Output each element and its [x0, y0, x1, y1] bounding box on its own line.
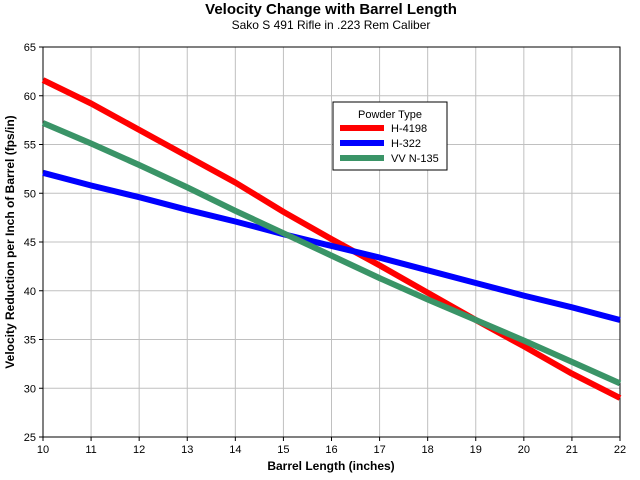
y-tick-label: 25 — [24, 432, 36, 444]
x-axis-label: Barrel Length (inches) — [267, 459, 394, 473]
x-tick-label: 21 — [566, 444, 578, 456]
y-tick-label: 35 — [24, 335, 36, 347]
x-tick-label: 15 — [277, 444, 289, 456]
legend-label-vv-n-135: VV N-135 — [391, 153, 439, 165]
y-tick-label: 65 — [24, 42, 36, 54]
x-tick-label: 10 — [37, 444, 49, 456]
y-tick-label: 30 — [24, 383, 36, 395]
y-tick-label: 40 — [24, 286, 36, 298]
x-tick-label: 19 — [470, 444, 482, 456]
y-tick-label: 60 — [24, 91, 36, 103]
x-tick-label: 16 — [325, 444, 337, 456]
series-line-h-4198 — [41, 77, 622, 401]
y-tick-label: 50 — [24, 188, 36, 200]
y-tick-label: 55 — [24, 140, 36, 152]
x-tick-label: 17 — [373, 444, 385, 456]
series-lines — [41, 77, 622, 401]
x-tick-label: 18 — [422, 444, 434, 456]
legend-label-h-4198: H-4198 — [391, 123, 427, 135]
series-line-vv-n-135 — [41, 120, 622, 387]
y-tick-label: 45 — [24, 237, 36, 249]
chart-title: Velocity Change with Barrel Length — [205, 1, 457, 18]
chart-subtitle: Sako S 491 Rifle in .223 Rem Caliber — [232, 18, 431, 32]
legend-title: Powder Type — [358, 109, 422, 121]
x-tick-label: 14 — [229, 444, 241, 456]
x-tick-label: 12 — [133, 444, 145, 456]
y-axis-label: Velocity Reduction per Inch of Barrel (f… — [3, 115, 17, 368]
legend-entries: H-4198 H-322 VV N-135 — [340, 123, 439, 165]
series-line-h-322 — [42, 169, 621, 323]
legend: Powder Type H-4198 H-322 VV N-135 — [332, 101, 448, 171]
x-tick-label: 13 — [181, 444, 193, 456]
x-tick-label: 11 — [85, 444, 96, 456]
axis-ticks: 10 11 12 13 14 15 16 17 18 19 20 21 22 25 30 35 40 45 50 55… — [24, 42, 626, 456]
x-tick-label: 22 — [614, 444, 626, 456]
x-tick-label: 20 — [518, 444, 530, 456]
legend-label-h-322: H-322 — [391, 138, 421, 150]
